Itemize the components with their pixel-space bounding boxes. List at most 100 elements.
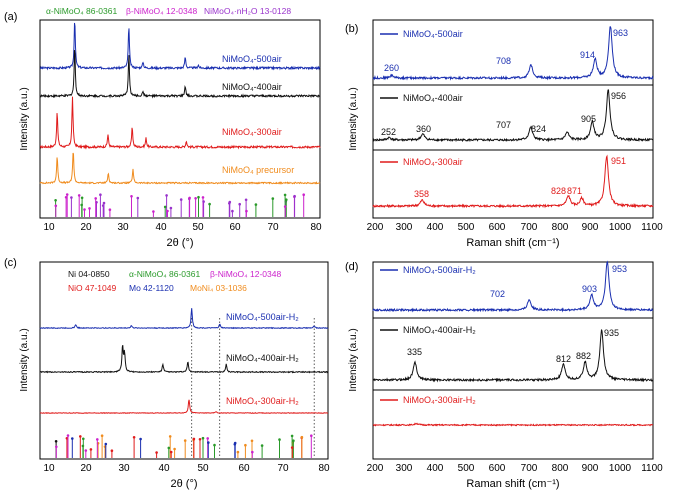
panel-b-peak-label: 956 [611,91,626,101]
reference-stick-marker [80,196,84,200]
panel-b-series-0-line [372,26,654,81]
panel-d-xtick-1: 300 [396,463,413,474]
panel-d-xticks: 200 300 400 500 600 700 800 900 1000 110… [367,463,664,474]
panel-c-series-1-line [39,345,329,374]
reference-stick-marker [88,207,91,210]
panel-c-ref-legend-4: Mo 42-1120 [129,283,174,293]
reference-stick-marker [285,198,288,201]
reference-stick-marker [293,194,296,198]
panel-d-peak-label: 702 [490,289,505,299]
panel-a-series-0-line [39,22,321,71]
reference-stick-marker [163,205,167,209]
panel-c-series-0-line [39,308,329,330]
reference-stick-marker [108,208,112,211]
reference-stick-marker [244,443,247,447]
panel-c-xtick-5: 60 [238,463,250,474]
panel-b-legend-0: NiMoO₄-500air [403,29,463,39]
reference-stick-marker [238,202,241,206]
panel-d-xtick-7: 900 [582,463,599,474]
panel-a-series-3-label: NiMoO₄ precursor [222,165,294,175]
panel-a-xtick-2: 30 [117,222,129,233]
panel-d-frame [372,261,654,460]
reference-stick-marker [102,201,106,205]
panel-b-peak-label: 360 [416,124,431,134]
panel-b-peak-label: 828 [551,186,566,196]
panel-a-series-2-label: NiMoO₄-300air [222,127,282,137]
panel-a-series-3-line [39,152,321,186]
panel-a-series-1-label: NiMoO₄-400air [222,82,282,92]
panel-c-ref-legend-5: MoNi₄ 03-1036 [190,283,247,293]
reference-stick-marker [82,437,85,441]
panel-b-xtick-9: 1100 [641,222,663,233]
panel-b-xtick-3: 500 [458,222,475,233]
panel-d-series-1-line [372,329,654,383]
panel-a-series-1-line [39,50,321,99]
reference-stick-marker [169,206,173,210]
panel-d-peak-label: 812 [556,354,571,364]
panel-d-legend-2: NiMoO₄-300air-H₂ [403,395,476,405]
reference-stick-marker [79,435,82,438]
reference-stick-marker [283,205,287,208]
panel-c-series-0-label: NiMoO₄-500air-H₂ [226,312,299,322]
reference-stick-marker [155,451,158,454]
reference-stick-marker [104,442,108,446]
reference-stick-marker [250,439,254,443]
panel-d-legend-0: NiMoO₄-500air-H₂ [403,265,476,275]
reference-stick-marker [283,193,287,197]
panel-b-peak-label: 905 [581,114,596,124]
panel-d-legend-1: NiMoO₄-400air-H₂ [403,325,476,335]
panel-b-xtick-0: 200 [367,222,384,233]
reference-stick-marker [290,434,294,438]
panel-b-xtick-6: 800 [552,222,569,233]
reference-stick-marker [83,208,86,211]
panel-c-frame [39,261,329,460]
reference-stick-marker [100,434,104,438]
reference-stick-marker [179,198,183,201]
panel-c-xtick-7: 80 [318,463,330,474]
reference-stick-marker [278,438,281,441]
panel-b-label: (b) [345,23,358,35]
panel-a-label: (a) [4,11,17,23]
reference-stick-marker [152,210,155,213]
reference-stick-marker [169,450,173,454]
reference-stick-marker [254,203,258,206]
reference-stick-marker [183,439,187,442]
panel-b-ylabel: Intensity (a.u.) [348,87,359,150]
panel-b-xtick-8: 1000 [609,222,632,233]
panel-b-peak-label: 260 [384,63,399,73]
panel-c-ref-legend-0: Ni 04-0850 [68,269,110,279]
reference-stick-marker [260,444,264,447]
panel-c-series-2-label: NiMoO₄-300air-H₂ [226,396,299,406]
reference-stick-marker [55,445,58,449]
panel-d-xtick-6: 800 [552,463,569,474]
reference-stick-marker [136,196,140,200]
panel-b-legend-2: NiMoO₄-300air [403,157,463,167]
panel-a-ref-legend-2: NiMoO₄·nH₂O 13-0128 [204,6,291,16]
reference-stick-marker [236,450,240,454]
reference-stick-marker [245,209,248,213]
panel-b-series-2-line [372,154,654,209]
reference-stick-marker [165,194,168,197]
reference-stick-marker [110,449,114,453]
panel-a-xtick-1: 20 [80,222,92,233]
panel-a-xtick-7: 80 [310,222,322,233]
panel-d-peak-label: 903 [582,284,597,294]
panel-a-ref-legend-1: β-NiMoO₄ 12-0348 [126,6,197,16]
reference-stick-marker [231,209,234,213]
panel-c-ref-legend-2: β-NiMoO₄ 12-0348 [210,269,281,279]
panel-c: (c) Intensity (a.u.) 2θ (°) Ni 04-0850 α… [4,257,330,490]
panel-c-ref-legend-1: α-NiMoO₄ 86-0361 [129,269,200,279]
panel-d-xtick-0: 200 [367,463,384,474]
panel-b-peak-label: 252 [381,127,396,137]
panel-c-reference-lines [191,318,315,458]
panel-d-xtick-4: 600 [489,463,506,474]
panel-b-xtick-4: 600 [489,222,506,233]
panel-d-xtick-9: 1100 [641,463,663,474]
panel-c-xtick-6: 70 [277,463,289,474]
panel-d-peak-label: 335 [407,347,422,357]
reference-stick-marker [166,209,169,213]
panel-d-peak-label: 953 [612,264,627,274]
reference-stick-marker [70,196,73,199]
reference-stick-marker [54,440,58,443]
panel-b-peak-label: 707 [496,120,511,130]
